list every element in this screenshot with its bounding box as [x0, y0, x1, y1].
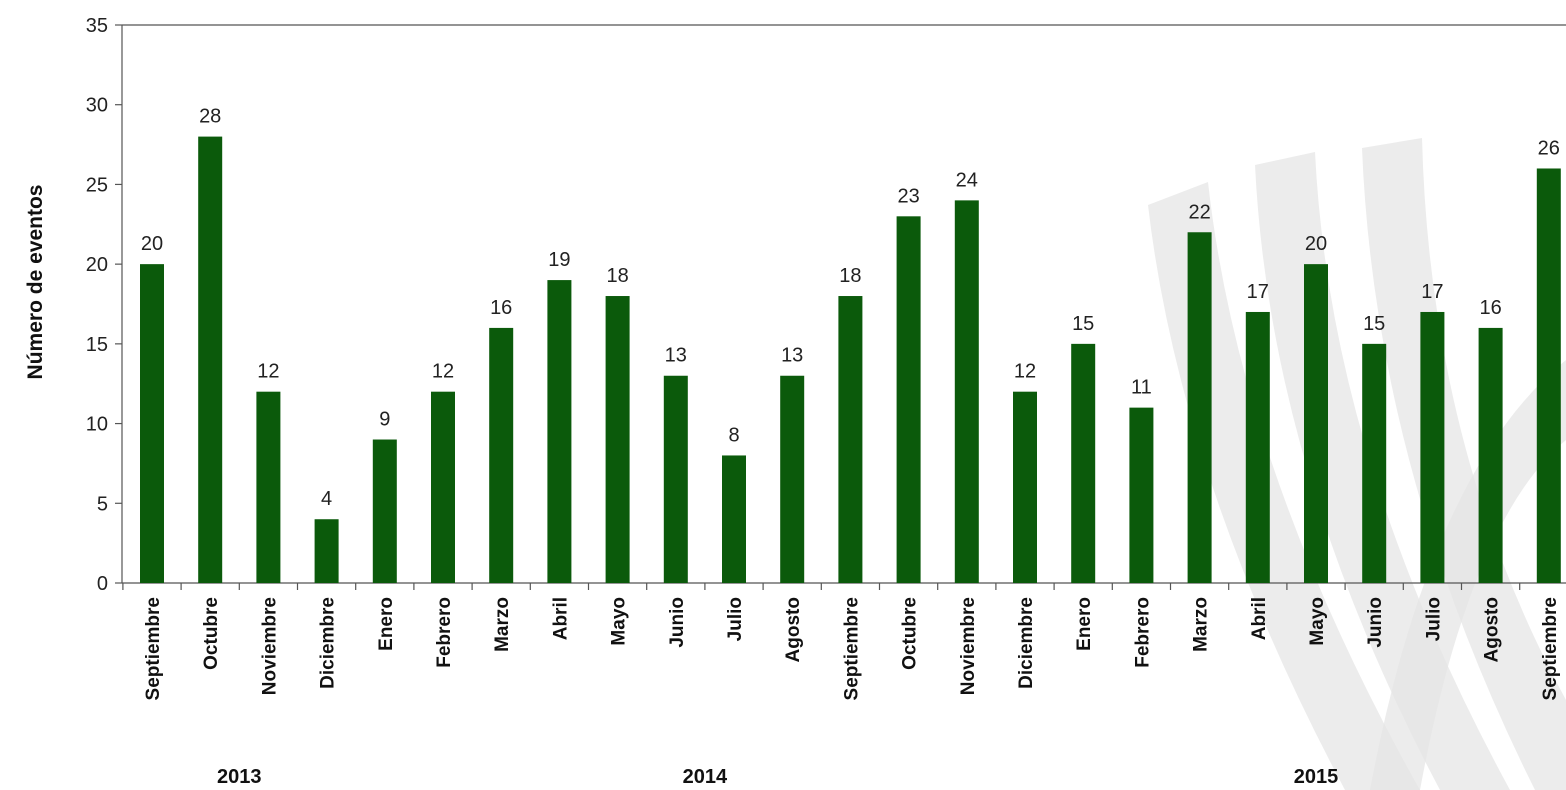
x-category-label: Diciembre [1016, 597, 1037, 689]
data-label: 16 [490, 297, 512, 319]
y-tick-label: 10 [86, 414, 108, 436]
bar [663, 375, 688, 583]
y-tick-label: 0 [97, 573, 108, 595]
year-label: 2013 [217, 766, 262, 788]
x-category-label: Marzo [492, 597, 513, 652]
year-label: 2015 [1294, 766, 1339, 788]
data-label: 22 [1188, 201, 1210, 223]
x-category-label: Octubre [900, 597, 921, 670]
data-label: 13 [665, 345, 687, 367]
x-category-label: Junio [667, 597, 688, 648]
x-category-label: Noviembre [259, 597, 280, 695]
data-label: 17 [1421, 281, 1443, 303]
y-tick-label: 15 [86, 334, 108, 356]
bar [431, 391, 455, 583]
bar [1245, 311, 1270, 583]
x-axis-category-labels: Septiembre Octubre Noviembre Diciembre Enero… [143, 597, 1561, 700]
data-label: 18 [606, 265, 628, 287]
x-category-label: Febrero [434, 597, 455, 668]
bar [489, 327, 514, 583]
bar [954, 200, 979, 583]
x-category-label: Febrero [1132, 597, 1153, 668]
data-label: 15 [1072, 313, 1094, 335]
bar [1187, 232, 1212, 583]
data-label: 4 [321, 488, 332, 510]
x-category-label: Septiembre [841, 597, 862, 700]
data-label: 16 [1479, 297, 1501, 319]
bar [896, 216, 921, 584]
data-label: 19 [548, 249, 570, 271]
bar [198, 136, 223, 583]
y-axis-ticks: 0 5 10 15 20 25 30 35 [86, 15, 122, 595]
data-label: 11 [1131, 377, 1152, 399]
watermark-ribbon [1362, 138, 1566, 790]
watermark-ribbon [1370, 360, 1566, 790]
data-label: 8 [728, 424, 739, 446]
data-label: 12 [432, 361, 454, 383]
bar [605, 296, 630, 583]
data-label: 23 [897, 185, 919, 207]
bar [314, 519, 339, 583]
x-category-label: Mayo [609, 597, 630, 646]
x-category-label: Septiembre [143, 597, 164, 700]
y-tick-label: 35 [86, 15, 108, 37]
x-category-label: Abril [550, 597, 571, 640]
bar [1478, 327, 1503, 583]
x-category-label: Diciembre [318, 597, 339, 689]
bar [1420, 311, 1445, 583]
bar [1013, 391, 1037, 583]
data-label: 17 [1247, 281, 1269, 303]
data-label: 20 [1305, 233, 1327, 255]
data-label: 28 [199, 106, 221, 128]
year-label: 2014 [683, 766, 728, 788]
x-axis-year-labels: 2013 2014 2015 [217, 766, 1338, 788]
x-category-label: Agosto [1482, 597, 1503, 662]
data-label: 26 [1538, 137, 1560, 159]
x-category-label: Enero [1074, 597, 1095, 651]
x-category-label: Junio [1365, 597, 1386, 648]
bar [1129, 407, 1154, 583]
data-label: 24 [956, 169, 978, 191]
x-category-label: Julio [725, 597, 746, 641]
bar [1304, 264, 1328, 583]
data-label: 13 [781, 345, 803, 367]
bar [1362, 343, 1387, 583]
x-category-label: Marzo [1191, 597, 1212, 652]
bar [780, 375, 805, 583]
y-tick-label: 5 [97, 493, 108, 515]
data-label: 9 [379, 409, 390, 431]
y-tick-label: 25 [86, 174, 108, 196]
bar [1536, 168, 1561, 583]
x-category-label: Julio [1423, 597, 1444, 641]
data-label: 15 [1363, 313, 1385, 335]
y-tick-label: 20 [86, 254, 108, 276]
data-label: 12 [1014, 361, 1036, 383]
y-axis-title: Número de eventos [24, 185, 47, 380]
bar-series [140, 136, 1561, 584]
bar [1071, 343, 1096, 583]
watermark-ribbon [1148, 182, 1420, 790]
data-label: 12 [257, 361, 279, 383]
x-category-label: Mayo [1307, 597, 1328, 646]
data-label: 18 [839, 265, 861, 287]
bar [256, 391, 281, 583]
x-category-label: Abril [1249, 597, 1270, 640]
bar [547, 280, 572, 583]
data-labels: 20 28 12 4 9 12 16 19 18 13 8 13 18 23 24 12 15 11 22 17 20 1… [141, 106, 1560, 511]
x-category-label: Septiembre [1540, 597, 1561, 700]
bar [838, 296, 863, 583]
x-category-label: Octubre [201, 597, 222, 670]
x-category-label: Enero [376, 597, 397, 651]
x-category-label: Agosto [783, 597, 804, 662]
bar [140, 264, 164, 583]
bar [372, 439, 397, 583]
y-tick-label: 30 [86, 95, 108, 117]
data-label: 20 [141, 233, 163, 255]
bar [722, 455, 746, 583]
x-category-label: Noviembre [958, 597, 979, 695]
